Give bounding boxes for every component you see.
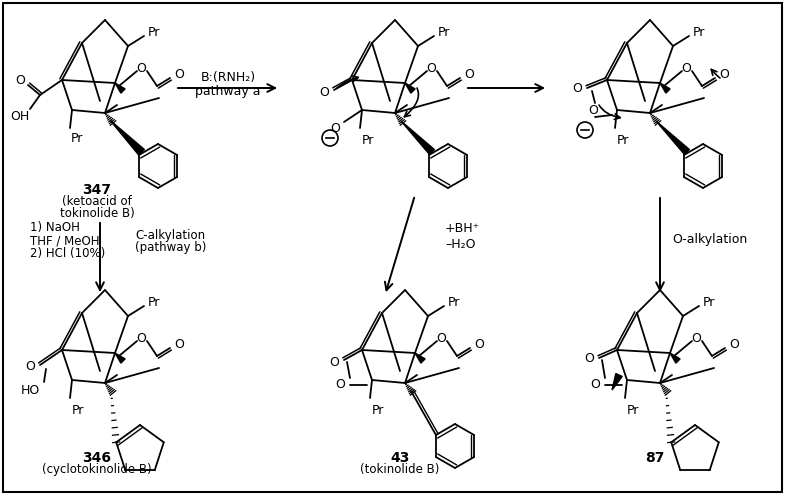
Text: O: O bbox=[474, 339, 484, 351]
Text: B:(RNH₂): B:(RNH₂) bbox=[200, 71, 256, 85]
Polygon shape bbox=[415, 353, 425, 363]
Polygon shape bbox=[115, 353, 125, 363]
FancyArrowPatch shape bbox=[711, 69, 720, 78]
Text: O: O bbox=[572, 82, 582, 95]
Text: OH: OH bbox=[10, 110, 30, 123]
Polygon shape bbox=[612, 374, 623, 390]
Text: pathway a: pathway a bbox=[195, 86, 261, 99]
Polygon shape bbox=[660, 83, 670, 93]
Text: (tokinolide B): (tokinolide B) bbox=[360, 463, 440, 477]
Text: Pr: Pr bbox=[703, 297, 715, 309]
Text: Pr: Pr bbox=[372, 403, 384, 416]
Text: 2) HCl (10%): 2) HCl (10%) bbox=[30, 248, 105, 260]
Text: O: O bbox=[436, 332, 446, 345]
Text: O: O bbox=[729, 339, 739, 351]
FancyArrowPatch shape bbox=[404, 88, 418, 117]
Text: Pr: Pr bbox=[617, 134, 630, 147]
Text: (pathway b): (pathway b) bbox=[135, 242, 206, 254]
Text: 87: 87 bbox=[645, 451, 665, 465]
Text: O: O bbox=[590, 379, 600, 392]
Text: Pr: Pr bbox=[148, 27, 160, 40]
FancyArrowPatch shape bbox=[337, 76, 358, 88]
Text: HO: HO bbox=[20, 384, 39, 396]
Text: 347: 347 bbox=[82, 183, 111, 197]
FancyArrowPatch shape bbox=[599, 105, 620, 119]
Polygon shape bbox=[115, 83, 125, 93]
Text: Pr: Pr bbox=[362, 134, 374, 147]
Text: O: O bbox=[426, 61, 436, 75]
Text: Pr: Pr bbox=[148, 297, 160, 309]
Text: O: O bbox=[330, 121, 340, 135]
Text: +BH⁺: +BH⁺ bbox=[445, 221, 480, 235]
Polygon shape bbox=[401, 121, 434, 154]
Polygon shape bbox=[111, 121, 144, 154]
Text: O-alkylation: O-alkylation bbox=[672, 234, 747, 247]
Text: (cyclotokinolide B): (cyclotokinolide B) bbox=[42, 463, 152, 477]
Text: tokinolide B): tokinolide B) bbox=[60, 207, 134, 220]
Text: –H₂O: –H₂O bbox=[445, 238, 476, 250]
Text: Pr: Pr bbox=[71, 403, 84, 416]
Text: Pr: Pr bbox=[438, 27, 450, 40]
Text: 1) NaOH: 1) NaOH bbox=[30, 221, 80, 235]
Text: O: O bbox=[691, 332, 701, 345]
Text: O: O bbox=[584, 351, 594, 364]
Text: Pr: Pr bbox=[626, 403, 639, 416]
Text: O: O bbox=[464, 68, 474, 82]
Text: O: O bbox=[25, 360, 35, 374]
Text: O: O bbox=[174, 68, 184, 82]
Text: C-alkylation: C-alkylation bbox=[135, 229, 205, 242]
Polygon shape bbox=[656, 121, 689, 154]
Text: O: O bbox=[588, 103, 598, 116]
Polygon shape bbox=[405, 83, 415, 93]
Text: 346: 346 bbox=[82, 451, 111, 465]
Polygon shape bbox=[670, 353, 680, 363]
Text: 43: 43 bbox=[390, 451, 410, 465]
Text: O: O bbox=[335, 379, 345, 392]
Text: O: O bbox=[719, 68, 729, 82]
Text: O: O bbox=[329, 355, 339, 368]
Text: O: O bbox=[136, 332, 146, 345]
Text: THF / MeOH: THF / MeOH bbox=[30, 235, 100, 248]
Text: Pr: Pr bbox=[447, 297, 460, 309]
Text: O: O bbox=[174, 339, 184, 351]
Text: (ketoacid of: (ketoacid of bbox=[62, 196, 132, 208]
Text: O: O bbox=[319, 86, 329, 99]
Text: Pr: Pr bbox=[71, 132, 83, 145]
Text: O: O bbox=[136, 61, 146, 75]
Text: Pr: Pr bbox=[693, 27, 705, 40]
Text: O: O bbox=[681, 61, 691, 75]
Text: O: O bbox=[15, 73, 25, 87]
